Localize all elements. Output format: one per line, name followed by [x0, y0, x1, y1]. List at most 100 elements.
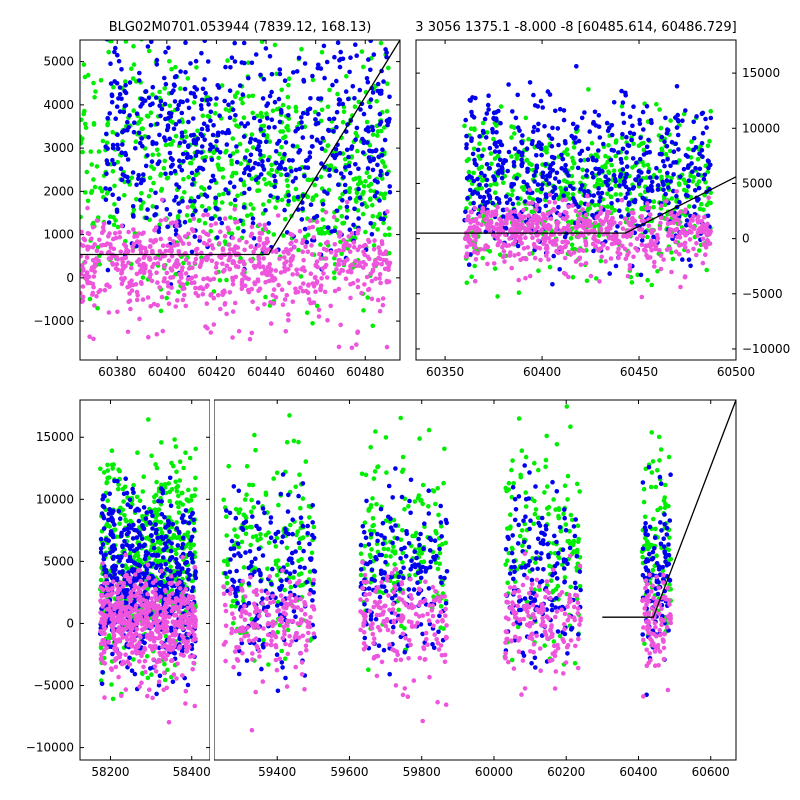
point [380, 176, 385, 181]
point [495, 242, 501, 248]
point [481, 247, 487, 252]
point [119, 530, 124, 536]
point [310, 77, 316, 83]
point [487, 249, 493, 254]
axes-frame [415, 39, 737, 361]
point [148, 122, 154, 128]
point [599, 168, 605, 174]
point [174, 264, 179, 270]
point [123, 243, 129, 249]
point [140, 126, 145, 131]
point [261, 132, 267, 138]
point [199, 97, 205, 103]
point [341, 247, 346, 253]
point [500, 244, 505, 250]
point [127, 283, 133, 289]
point [337, 271, 342, 276]
point [663, 191, 668, 197]
point [671, 149, 677, 154]
point [692, 226, 697, 231]
point [628, 242, 633, 247]
point [354, 199, 359, 204]
model-line [80, 40, 400, 256]
point [647, 175, 653, 180]
point [89, 162, 94, 167]
point [202, 77, 207, 82]
point [308, 300, 313, 306]
point [206, 114, 212, 120]
point [158, 558, 164, 564]
point [177, 459, 183, 465]
point [526, 213, 531, 218]
point [127, 291, 132, 296]
point [92, 242, 97, 247]
point [161, 278, 167, 284]
point [501, 249, 507, 254]
y-tick-label: 4000 [43, 98, 74, 112]
point [91, 80, 96, 86]
point [613, 183, 618, 189]
point [504, 207, 510, 212]
point [501, 253, 507, 259]
point [320, 207, 326, 213]
point [631, 104, 636, 109]
point [536, 238, 541, 243]
point [667, 230, 673, 235]
point [490, 209, 495, 215]
point [689, 230, 694, 235]
point [243, 166, 248, 172]
point [192, 280, 197, 285]
point [171, 88, 176, 93]
point [308, 96, 313, 101]
point [92, 269, 97, 275]
point [273, 205, 278, 210]
point [150, 204, 156, 209]
point [464, 217, 470, 223]
point [138, 140, 143, 146]
point [233, 264, 239, 269]
point [349, 231, 355, 236]
point [311, 300, 317, 305]
point [127, 497, 133, 503]
point [155, 280, 160, 285]
point [114, 104, 120, 109]
point [231, 247, 237, 252]
point [202, 158, 207, 163]
point [550, 161, 556, 166]
point [585, 189, 591, 194]
point [186, 487, 191, 493]
point [350, 84, 356, 89]
point [664, 178, 670, 183]
point [569, 133, 574, 139]
point [626, 212, 631, 218]
point [354, 125, 360, 131]
point [593, 276, 599, 281]
point [592, 230, 598, 235]
point [497, 139, 503, 144]
point [701, 207, 706, 212]
point [378, 280, 383, 286]
point [200, 133, 205, 139]
point [181, 282, 186, 288]
point [119, 281, 125, 287]
point [523, 115, 529, 121]
point [225, 58, 230, 63]
point [177, 140, 183, 146]
point [114, 262, 120, 267]
point [598, 210, 604, 215]
point [296, 247, 301, 253]
point [633, 246, 638, 251]
point [469, 109, 474, 115]
point [251, 115, 257, 121]
point [381, 79, 386, 84]
point [162, 135, 167, 140]
point [246, 75, 251, 81]
point [237, 259, 242, 265]
point [509, 154, 514, 159]
point [540, 182, 545, 188]
point [586, 87, 591, 92]
point [502, 259, 507, 264]
point [327, 173, 332, 178]
point [101, 221, 107, 226]
point [624, 150, 629, 155]
